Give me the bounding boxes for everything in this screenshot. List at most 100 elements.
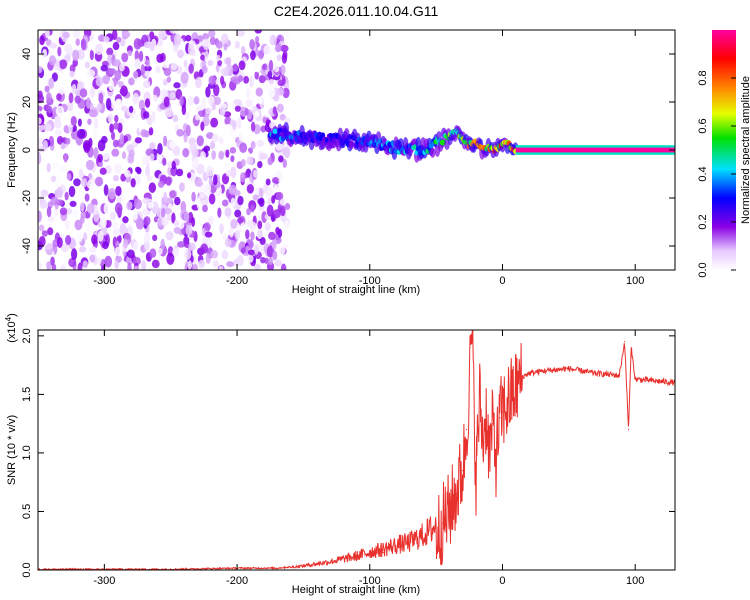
- colorbar-tick-label: 0.8: [697, 70, 709, 85]
- spectrogram-noise-blob: [253, 170, 258, 178]
- spectrogram-noise-blob: [195, 180, 204, 187]
- spectrogram-noise-blob: [111, 148, 120, 157]
- spectrogram-noise-blob: [230, 31, 237, 40]
- snr-panel: -300 -200 -100 0 100 0.0 0.5 1.0 1.5 2.0 Height …: [4, 313, 676, 596]
- spectrogram-noise-blob: [64, 219, 70, 230]
- spectrogram-noise-blob: [113, 174, 119, 182]
- spectrogram-trace-point: [349, 141, 354, 147]
- x-tick-label: 100: [626, 275, 644, 287]
- spectrogram-noise-blob: [196, 197, 202, 210]
- spectrogram-noise-blob: [184, 112, 190, 120]
- spectrogram-noise-blob: [106, 47, 114, 56]
- spectrogram-noise-blob: [253, 263, 261, 270]
- spectrogram-noise-blob: [198, 259, 206, 269]
- spectrogram-noise-blob: [102, 74, 111, 85]
- spectrogram-noise-blob: [240, 221, 245, 232]
- spectrogram-noise-blob: [175, 168, 184, 177]
- spectrogram-noise-blob: [169, 91, 176, 100]
- spectrogram-noise-blob: [191, 191, 196, 202]
- spectrogram-noise-blob: [246, 183, 255, 194]
- spectrogram-noise-blob: [77, 128, 86, 139]
- spectrogram-noise-blob: [69, 70, 75, 78]
- spectrogram-noise-blob: [276, 103, 284, 113]
- spectrogram-noise-blob: [243, 75, 250, 84]
- snr-point: [495, 458, 497, 460]
- spectrogram-noise-blob: [244, 108, 249, 116]
- spectrogram-noise-blob: [85, 224, 92, 233]
- spectrogram-noise-blob: [267, 157, 274, 166]
- spectrogram-noise-blob: [158, 30, 167, 39]
- spectrogram-noise-blob: [45, 30, 50, 39]
- spectrogram-noise-blob: [202, 33, 210, 41]
- spectrogram-noise-blob: [86, 203, 95, 215]
- spectrogram-noise-blob: [103, 184, 109, 196]
- spectrogram-noise-blob: [121, 151, 127, 160]
- spectrogram-noise-blob: [264, 200, 269, 209]
- spectrogram-noise-blob: [75, 38, 80, 46]
- spectrogram-noise-blob: [261, 63, 268, 71]
- spectrogram-noise-blob: [283, 146, 291, 159]
- spectrogram-noise-blob: [149, 248, 157, 258]
- spectrogram-noise-blob: [225, 57, 232, 66]
- spectrogram-noise-blob: [44, 85, 50, 93]
- spectrogram-noise-blob: [38, 137, 43, 145]
- spectrogram-noise-blob: [234, 105, 242, 112]
- spectrogram-noise-blob: [276, 54, 282, 62]
- spectrogram-noise-blob: [205, 86, 211, 98]
- colorbar-tick-label: 0.0: [697, 262, 709, 277]
- spectrogram-noise-blob: [278, 244, 286, 255]
- spectrogram-noise-blob: [172, 114, 179, 123]
- spectrogram-noise-blob: [165, 231, 174, 241]
- spectrogram-noise-blob: [163, 67, 172, 77]
- spectrogram-noise-blob: [119, 132, 125, 145]
- spectrogram-noise-blob: [207, 95, 215, 105]
- spectrogram-noise-blob: [43, 123, 52, 132]
- spectrogram-noise-blob: [219, 223, 224, 235]
- spectrogram-noise-blob: [263, 44, 272, 56]
- spectrogram-noise-blob: [279, 198, 287, 206]
- spectrogram-noise-blob: [136, 167, 142, 175]
- spectrogram-noise-blob: [261, 211, 268, 223]
- spectrogram-noise-blob: [50, 256, 55, 266]
- spectrogram-xlabel: Height of straight line (km): [292, 284, 420, 296]
- spectrogram-noise-blob: [254, 111, 260, 118]
- spectrogram-noise-blob: [38, 152, 42, 164]
- spectrogram-noise-blob: [237, 195, 244, 206]
- spectrogram-noise-blob: [133, 198, 142, 210]
- spectrogram-noise-blob: [160, 207, 166, 219]
- spectrogram-noise-blob: [56, 237, 63, 248]
- snr-point: [492, 423, 494, 425]
- spectrogram-noise-blob: [134, 58, 141, 70]
- spectrogram-noise-blob: [155, 65, 161, 74]
- spectrogram-noise-blob: [183, 212, 190, 222]
- spectrogram-noise-blob: [207, 60, 214, 67]
- spectrogram-noise-blob: [57, 87, 65, 95]
- snr-point: [462, 469, 464, 472]
- snr-point: [501, 411, 504, 413]
- spectrogram-noise-blob: [72, 49, 80, 62]
- spectrogram-noise-blob: [39, 35, 45, 46]
- y-tick-label: 0.0: [21, 562, 33, 577]
- spectrogram-noise-blob: [236, 30, 245, 37]
- spectrogram-noise-blob: [173, 82, 181, 89]
- snr-point: [499, 417, 501, 419]
- spectrogram-noise-blob: [284, 30, 290, 41]
- spectrogram-noise-blob: [140, 129, 148, 138]
- spectrogram-noise-blob: [185, 224, 193, 236]
- spectrogram-noise-blob: [132, 113, 140, 121]
- spectrogram-noise-blob: [230, 166, 237, 179]
- spectrogram-noise-blob: [38, 210, 42, 223]
- spectrogram-noise-blob: [112, 59, 121, 67]
- spectrogram-noise-blob: [88, 109, 98, 118]
- spectrogram-noise-blob: [212, 260, 219, 268]
- spectrogram-noise-blob: [95, 76, 104, 87]
- spectrogram-noise-blob: [106, 220, 112, 228]
- spectrogram-noise-blob: [108, 79, 115, 92]
- spectrogram-noise-blob: [246, 219, 253, 228]
- spectrogram-noise-blob: [187, 260, 192, 270]
- colorbar-tick-label: 0.2: [697, 214, 709, 229]
- spectrogram-noise-blob: [230, 218, 238, 230]
- snr-line: [38, 330, 675, 570]
- spectrogram-noise-blob: [250, 50, 256, 61]
